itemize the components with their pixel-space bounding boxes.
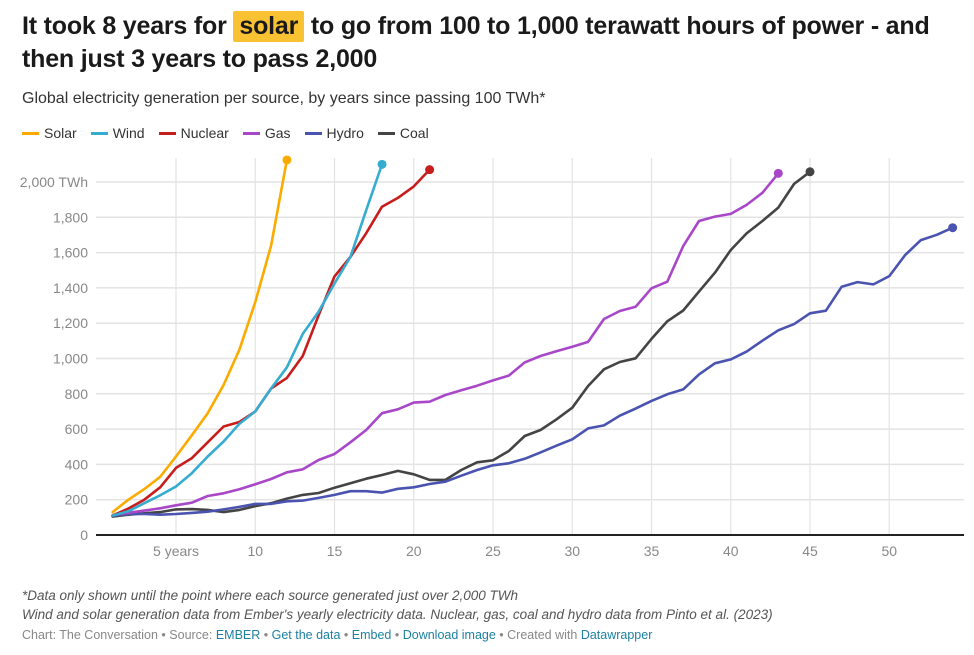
x-tick-label: 10 xyxy=(247,543,263,559)
title-post: to go from 100 to 1,000 terawatt hours o… xyxy=(22,12,930,73)
series-endpoint-solar xyxy=(282,155,292,165)
chart-subtitle: Global electricity generation per source… xyxy=(22,90,546,107)
chart-notes: *Data only shown until the point where e… xyxy=(22,586,773,624)
legend-swatch-coal xyxy=(377,131,395,135)
legend-item-nuclear: Nuclear xyxy=(158,125,229,141)
legend-item-gas: Gas xyxy=(242,125,291,141)
download-image-link[interactable]: Download image xyxy=(402,628,496,642)
datawrapper-link[interactable]: Datawrapper xyxy=(580,628,653,642)
footer-sep: • xyxy=(157,628,170,642)
series-line-wind xyxy=(111,163,384,517)
footer: Chart: The Conversation • Source: EMBER … xyxy=(22,628,652,642)
y-tick-label: 200 xyxy=(65,492,89,508)
legend-label: Hydro xyxy=(326,125,364,141)
series-line-solar xyxy=(111,158,289,514)
y-tick-label: 1,200 xyxy=(53,315,88,331)
series-endpoint-wind xyxy=(377,159,387,169)
x-tick-label: 35 xyxy=(644,543,660,559)
legend-swatch-wind xyxy=(90,131,108,135)
legend-label: Coal xyxy=(399,125,429,141)
x-tick-label: 25 xyxy=(485,543,501,559)
line-chart: 0 200 400 600 800 1,000 1,200 1,400 1,600 1,800 2,… xyxy=(20,155,964,559)
legend-swatch-hydro xyxy=(304,131,322,135)
note-sources: Wind and solar generation data from Embe… xyxy=(22,607,773,622)
x-tick-label: 5 years xyxy=(153,543,199,559)
legend-label: Solar xyxy=(44,125,77,141)
title-pre: It took 8 years for xyxy=(22,12,234,40)
legend-item-wind: Wind xyxy=(90,125,145,141)
x-tick-label: 40 xyxy=(723,543,739,559)
legend-item-solar: Solar xyxy=(22,125,77,141)
y-tick-label: 1,600 xyxy=(53,245,88,261)
legend-item-hydro: Hydro xyxy=(304,125,364,141)
legend-swatch-nuclear xyxy=(158,131,176,135)
footer-sep: • xyxy=(260,628,272,642)
y-tick-label: 1,000 xyxy=(53,351,88,367)
y-tick-label: 2,000 TWh xyxy=(20,174,88,190)
series-endpoint-hydro xyxy=(948,223,958,233)
legend-label: Wind xyxy=(112,125,145,141)
y-tick-label: 800 xyxy=(65,386,89,402)
y-tick-label: 400 xyxy=(65,456,89,472)
y-tick-label: 600 xyxy=(65,421,89,437)
series-line-gas xyxy=(111,172,780,517)
y-tick-label: 0 xyxy=(80,527,88,543)
embed-link[interactable]: Embed xyxy=(351,628,392,642)
footer-chart-by: Chart: The Conversation xyxy=(22,628,158,642)
x-tick-label: 15 xyxy=(327,543,343,559)
footer-sep: • xyxy=(340,628,352,642)
x-tick-label: 20 xyxy=(406,543,422,559)
footer-source-label: Source: xyxy=(169,628,216,642)
legend: Solar Wind Nuclear Gas Hydro Coal xyxy=(22,125,429,141)
series-line-hydro xyxy=(111,226,954,517)
series-endpoint-gas xyxy=(773,168,783,178)
legend-label: Nuclear xyxy=(180,125,229,141)
chart-title: It took 8 years for solar to go from 100… xyxy=(22,10,962,76)
legend-item-coal: Coal xyxy=(377,125,429,141)
x-tick-label: 45 xyxy=(802,543,818,559)
series-endpoint-nuclear xyxy=(425,165,435,175)
source-link-ember[interactable]: EMBER xyxy=(215,628,261,642)
series-line-coal xyxy=(111,170,812,518)
series-endpoint-coal xyxy=(805,167,815,177)
title-highlight-solar: solar xyxy=(233,11,305,42)
footer-created-with: Created with xyxy=(507,628,581,642)
y-tick-label: 1,800 xyxy=(53,209,88,225)
footer-sep: • xyxy=(495,628,508,642)
legend-swatch-solar xyxy=(22,131,39,135)
get-data-link[interactable]: Get the data xyxy=(271,628,341,642)
legend-swatch-gas xyxy=(242,131,260,135)
footer-sep: • xyxy=(394,628,403,642)
legend-label: Gas xyxy=(264,125,291,141)
y-tick-label: 1,400 xyxy=(53,280,88,296)
x-tick-label: 50 xyxy=(881,543,897,559)
note-data-cutoff: *Data only shown until the point where e… xyxy=(22,588,519,603)
x-tick-label: 30 xyxy=(564,543,580,559)
